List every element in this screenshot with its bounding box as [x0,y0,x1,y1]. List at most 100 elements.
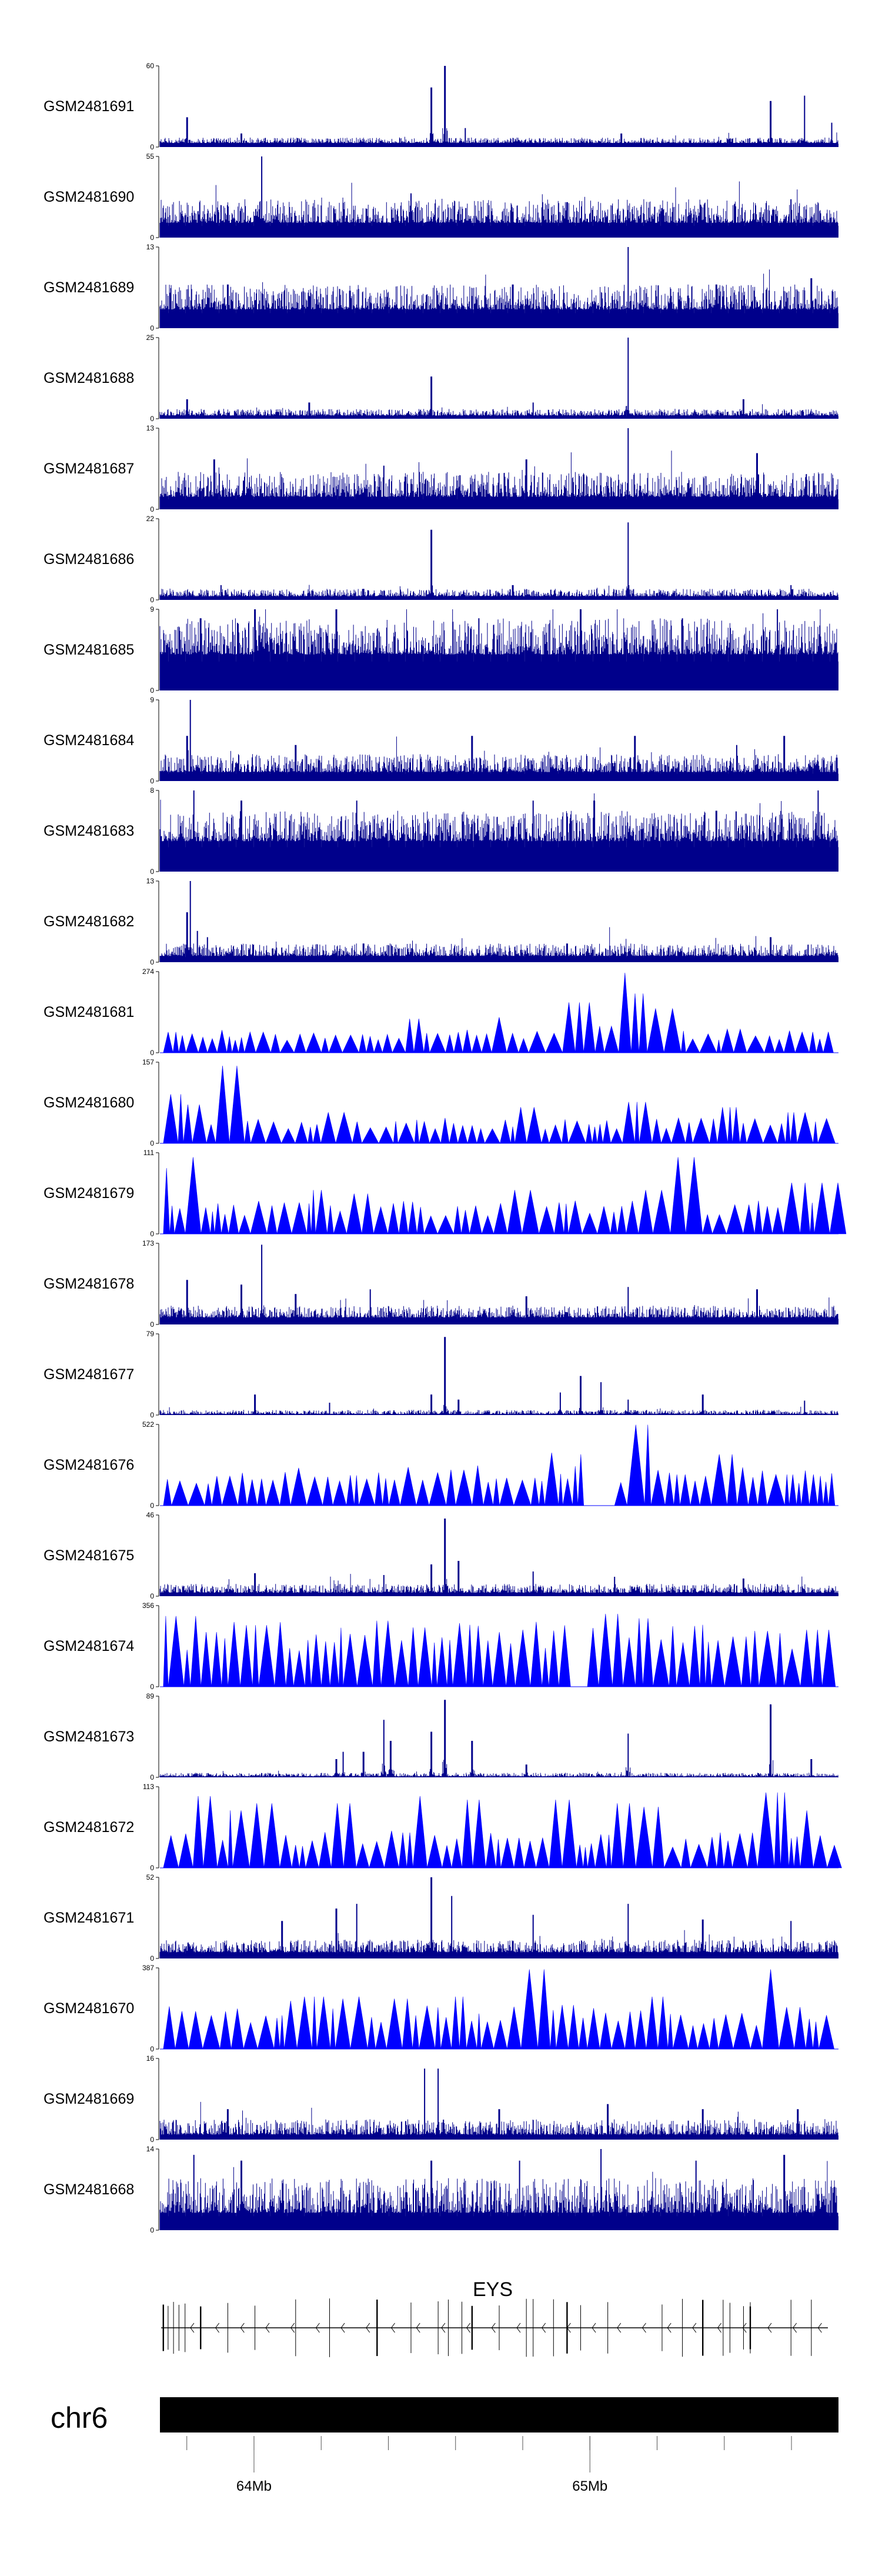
strand-chevron [793,2323,797,2333]
y-axis-max-label: 173 [142,1239,154,1247]
track-GSM2481680: GSM2481680 157 0 [44,1058,838,1147]
track-label: GSM2481683 [44,823,134,839]
strand-chevron [692,2323,697,2333]
track-GSM2481668: GSM2481668 14 0 [44,2145,838,2234]
y-axis-max-label: 16 [146,2054,155,2063]
strand-chevron [315,2323,320,2333]
coverage-bars [159,881,838,962]
strand-chevron [566,2323,571,2333]
y-axis-min-label: 0 [150,686,154,695]
track-label: GSM2481679 [44,1185,134,1202]
track-GSM2481670: GSM2481670 387 0 [44,1964,838,2053]
track-GSM2481691: GSM2481691 60 0 [44,62,838,151]
strand-chevron [366,2323,370,2333]
coverage-base [160,847,838,872]
track-GSM2481679: GSM2481679 111 0 [44,1149,847,1238]
coverage-bars [159,1700,838,1777]
coverage-peaks [160,1613,836,1687]
y-axis-min-label: 0 [150,2226,154,2234]
track-label: GSM2481680 [44,1095,134,1111]
track-GSM2481688: GSM2481688 25 0 [44,333,838,423]
y-axis-max-label: 157 [142,1058,154,1066]
y-axis-min-label: 0 [150,1592,154,1600]
y-axis-min-label: 0 [150,505,154,513]
chromosome-axis: chr6 64Mb 65Mb [51,2397,838,2494]
y-axis-min-label: 0 [150,596,154,604]
track-label: GSM2481685 [44,642,134,658]
strand-chevron [441,2323,446,2333]
y-axis-max-label: 9 [150,605,154,613]
y-axis-max-label: 8 [150,786,154,795]
coverage-base [160,1319,838,1324]
track-label: GSM2481691 [44,98,134,115]
track-label: GSM2481677 [44,1366,134,1383]
y-axis-min-label: 0 [150,958,154,966]
strand-chevron [542,2323,546,2333]
track-label: GSM2481674 [44,1638,134,1654]
y-axis-max-label: 55 [146,152,155,161]
track-label: GSM2481675 [44,1547,134,1564]
strand-chevron [742,2323,747,2333]
y-axis-min-label: 0 [150,1773,154,1781]
coverage-bars [159,522,838,600]
y-axis-min-label: 0 [150,1230,154,1238]
coverage-base [160,2216,838,2230]
y-axis-max-label: 60 [146,62,155,70]
coverage-base [160,773,838,781]
y-axis-min-label: 0 [150,1049,154,1057]
y-axis-min-label: 0 [150,324,154,332]
coverage-base [160,313,838,328]
coverage-bars [159,428,838,509]
strand-chevron [240,2323,245,2333]
track-label: GSM2481672 [44,1819,134,1836]
track-GSM2481681: GSM2481681 274 0 [44,967,838,1057]
coverage-peaks [160,1157,847,1235]
coverage-base [160,957,838,962]
x-axis-tick-label: 64Mb [236,2478,272,2494]
track-GSM2481672: GSM2481672 113 0 [44,1783,842,1872]
y-axis-max-label: 14 [146,2145,155,2153]
y-axis-max-label: 522 [142,1420,154,1429]
track-label: GSM2481668 [44,2181,134,2198]
strand-chevron [767,2323,772,2333]
strand-chevron [667,2323,671,2333]
y-axis-max-label: 22 [146,515,155,523]
coverage-bars [159,700,838,781]
track-label: GSM2481673 [44,1729,134,1745]
y-axis-min-label: 0 [150,143,154,151]
gene-track: EYS [161,2278,828,2357]
strand-chevron [390,2323,395,2333]
track-GSM2481675: GSM2481675 46 0 [44,1511,838,1600]
coverage-bars [159,1337,838,1415]
strand-chevron [516,2323,521,2333]
track-GSM2481677: GSM2481677 79 0 [44,1330,838,1419]
y-axis-max-label: 46 [146,1511,155,1519]
coverage-bars [159,1244,838,1324]
y-axis-min-label: 0 [150,2135,154,2144]
coverage-base [160,1414,838,1415]
track-GSM2481673: GSM2481673 89 0 [44,1692,838,1781]
y-axis-min-label: 0 [150,777,154,785]
y-axis-max-label: 13 [146,243,155,251]
track-GSM2481669: GSM2481669 16 0 [44,2054,838,2144]
track-GSM2481683: GSM2481683 8 0 [44,786,838,876]
y-axis-min-label: 0 [150,1954,154,1963]
track-GSM2481686: GSM2481686 22 0 [44,515,838,604]
track-GSM2481690: GSM2481690 55 0 [44,152,838,242]
chromosome-label: chr6 [51,2401,108,2434]
strand-chevron [215,2323,220,2333]
coverage-bars [159,156,838,238]
strand-chevron [265,2323,270,2333]
strand-chevron [491,2323,496,2333]
track-label: GSM2481689 [44,279,134,296]
strand-chevron [642,2323,646,2333]
y-axis-max-label: 113 [143,1783,154,1791]
coverage-bars [159,1519,838,1596]
coverage-peaks [160,1066,836,1144]
strand-chevron [190,2323,195,2333]
track-GSM2481689: GSM2481689 13 0 [44,243,838,332]
strand-chevron [340,2323,345,2333]
track-label: GSM2481690 [44,189,134,205]
